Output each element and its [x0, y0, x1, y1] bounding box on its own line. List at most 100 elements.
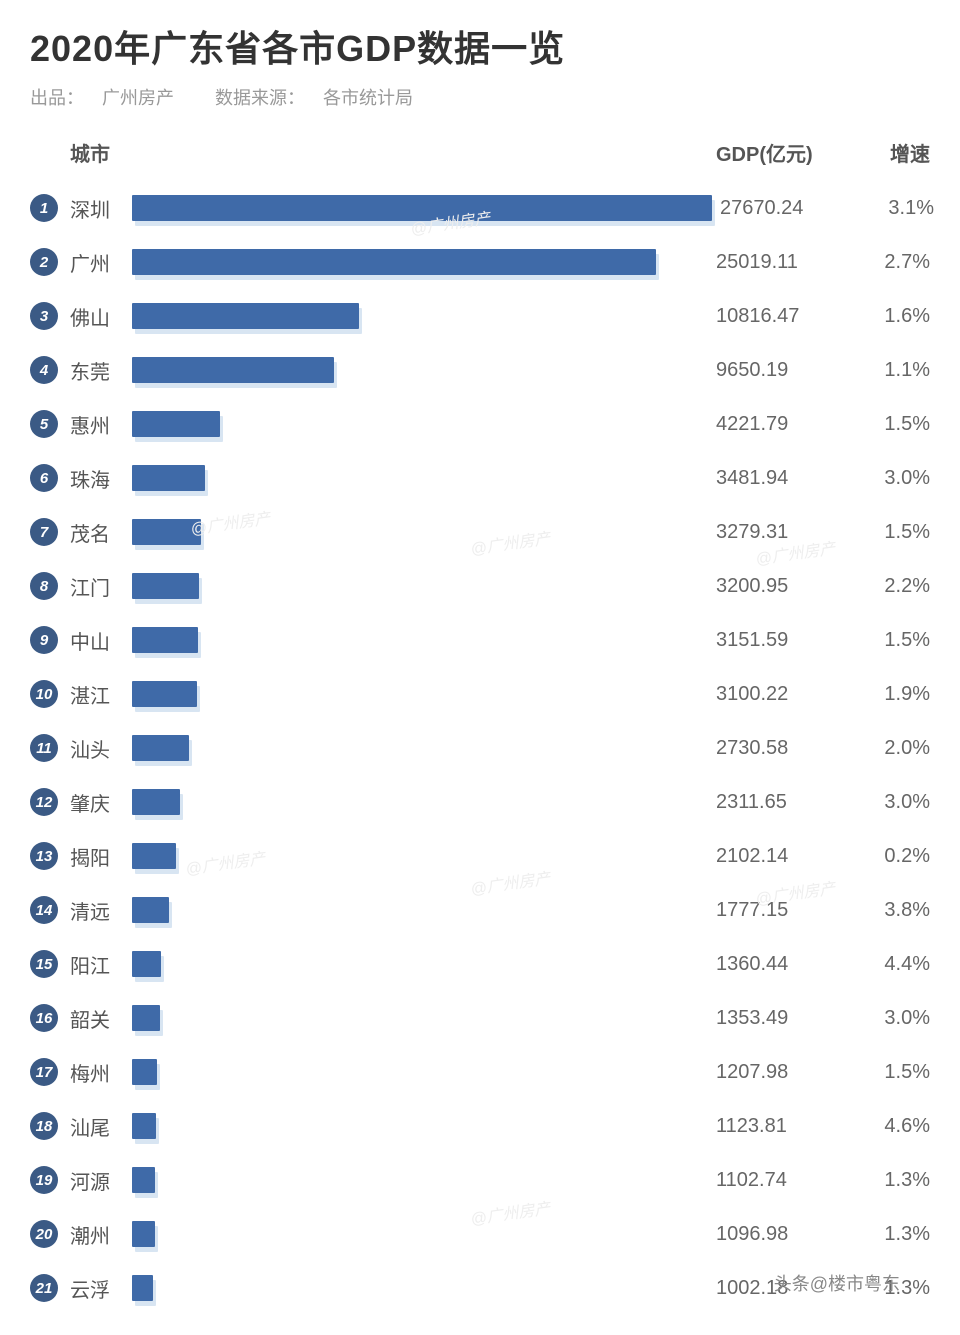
- bar-cell: [132, 667, 712, 721]
- bar-cell: [132, 181, 716, 235]
- gdp-value: 10816.47: [716, 305, 846, 328]
- bar: [132, 465, 205, 491]
- table-row: 19河源1102.741.3%: [30, 1153, 930, 1207]
- bar: [132, 249, 656, 275]
- growth-value: 1.5%: [850, 413, 930, 436]
- growth-value: 3.1%: [854, 197, 934, 220]
- rank-badge: 16: [30, 1004, 58, 1032]
- bar-cell: [132, 829, 712, 883]
- city-name: 佛山: [70, 302, 128, 331]
- producer-label: 出品：广州房产: [30, 88, 192, 108]
- gdp-value: 4221.79: [716, 413, 846, 436]
- gdp-value: 3481.94: [716, 467, 846, 490]
- bar-cell: [132, 343, 712, 397]
- growth-value: 3.0%: [850, 467, 930, 490]
- rank-badge: 21: [30, 1274, 58, 1302]
- city-name: 广州: [70, 248, 128, 277]
- bar: [132, 357, 334, 383]
- table-row: 5 惠州 4221.791.5%: [30, 397, 930, 451]
- city-name: 揭阳: [70, 842, 128, 871]
- city-name: 中山: [70, 626, 128, 655]
- bar: [132, 1167, 155, 1193]
- rank-badge: 6: [30, 464, 58, 492]
- gdp-value: 3279.31: [716, 521, 846, 544]
- bar-cell: [132, 235, 712, 289]
- bar: [132, 195, 712, 221]
- city-name: 清远: [70, 896, 128, 925]
- growth-value: 1.1%: [850, 359, 930, 382]
- growth-value: 1.3%: [850, 1223, 930, 1246]
- gdp-value: 1096.98: [716, 1223, 846, 1246]
- bar: [132, 789, 180, 815]
- rank-badge: 20: [30, 1220, 58, 1248]
- bar-cell: [132, 451, 712, 505]
- bar-cell: [132, 991, 712, 1045]
- city-name: 汕尾: [70, 1112, 128, 1141]
- bar: [132, 843, 176, 869]
- growth-value: 1.5%: [850, 629, 930, 652]
- gdp-value: 9650.19: [716, 359, 846, 382]
- growth-value: 1.6%: [850, 305, 930, 328]
- bar: [132, 303, 359, 329]
- rank-badge: 12: [30, 788, 58, 816]
- bar: [132, 411, 220, 437]
- rank-badge: 3: [30, 302, 58, 330]
- city-name: 河源: [70, 1166, 128, 1195]
- gdp-value: 2102.14: [716, 845, 846, 868]
- bar-cell: [132, 721, 712, 775]
- table-row: 10湛江3100.221.9%: [30, 667, 930, 721]
- table-row: 4东莞9650.191.1%: [30, 343, 930, 397]
- table-row: 2广州25019.112.7%: [30, 235, 930, 289]
- gdp-value: 1102.74: [716, 1169, 846, 1192]
- rank-badge: 19: [30, 1166, 58, 1194]
- rank-badge: 4: [30, 356, 58, 384]
- city-name: 惠州: [70, 410, 128, 439]
- gdp-value: 2730.58: [716, 737, 846, 760]
- city-name: 肇庆: [70, 788, 128, 817]
- rank-badge: 11: [30, 734, 58, 762]
- rank-badge: 13: [30, 842, 58, 870]
- rank-badge: 8: [30, 572, 58, 600]
- rank-badge: 10: [30, 680, 58, 708]
- city-name: 深圳: [70, 194, 128, 223]
- bar-cell: [132, 289, 712, 343]
- growth-value: 2.2%: [850, 575, 930, 598]
- bar: [132, 1059, 157, 1085]
- table-row: 1深圳27670.243.1%: [30, 181, 930, 235]
- rank-badge: 2: [30, 248, 58, 276]
- table-row: 16韶关1353.493.0%: [30, 991, 930, 1045]
- bar-cell: [132, 1045, 712, 1099]
- growth-value: 2.0%: [850, 737, 930, 760]
- city-name: 韶关: [70, 1004, 128, 1033]
- source-label: 数据来源：各市统计局: [215, 88, 431, 108]
- city-name: 潮州: [70, 1220, 128, 1249]
- growth-value: 2.7%: [850, 251, 930, 274]
- growth-value: 3.8%: [850, 899, 930, 922]
- city-name: 阳江: [70, 950, 128, 979]
- col-header-city: 城市: [70, 138, 128, 167]
- table-row: 8江门3200.952.2%: [30, 559, 930, 613]
- growth-value: 4.4%: [850, 953, 930, 976]
- col-header-gdp: GDP(亿元): [716, 138, 846, 167]
- rank-badge: 17: [30, 1058, 58, 1086]
- bar-cell: [132, 559, 712, 613]
- table-row: 14清远1777.153.8%: [30, 883, 930, 937]
- bar: [132, 519, 201, 545]
- bar-cell: [132, 775, 712, 829]
- bar: [132, 1275, 153, 1301]
- city-name: 湛江: [70, 680, 128, 709]
- gdp-value: 2311.65: [716, 791, 846, 814]
- gdp-value: 3100.22: [716, 683, 846, 706]
- gdp-value: 1360.44: [716, 953, 846, 976]
- growth-value: 1.5%: [850, 521, 930, 544]
- city-name: 云浮: [70, 1274, 128, 1303]
- footer-attribution: 头条@楼市粤东: [774, 1270, 900, 1296]
- gdp-value: 1777.15: [716, 899, 846, 922]
- gdp-value: 3151.59: [716, 629, 846, 652]
- bar: [132, 735, 189, 761]
- rank-badge: 5: [30, 410, 58, 438]
- growth-value: 3.0%: [850, 791, 930, 814]
- bar-cell: [132, 505, 712, 559]
- rank-badge: 7: [30, 518, 58, 546]
- city-name: 江门: [70, 572, 128, 601]
